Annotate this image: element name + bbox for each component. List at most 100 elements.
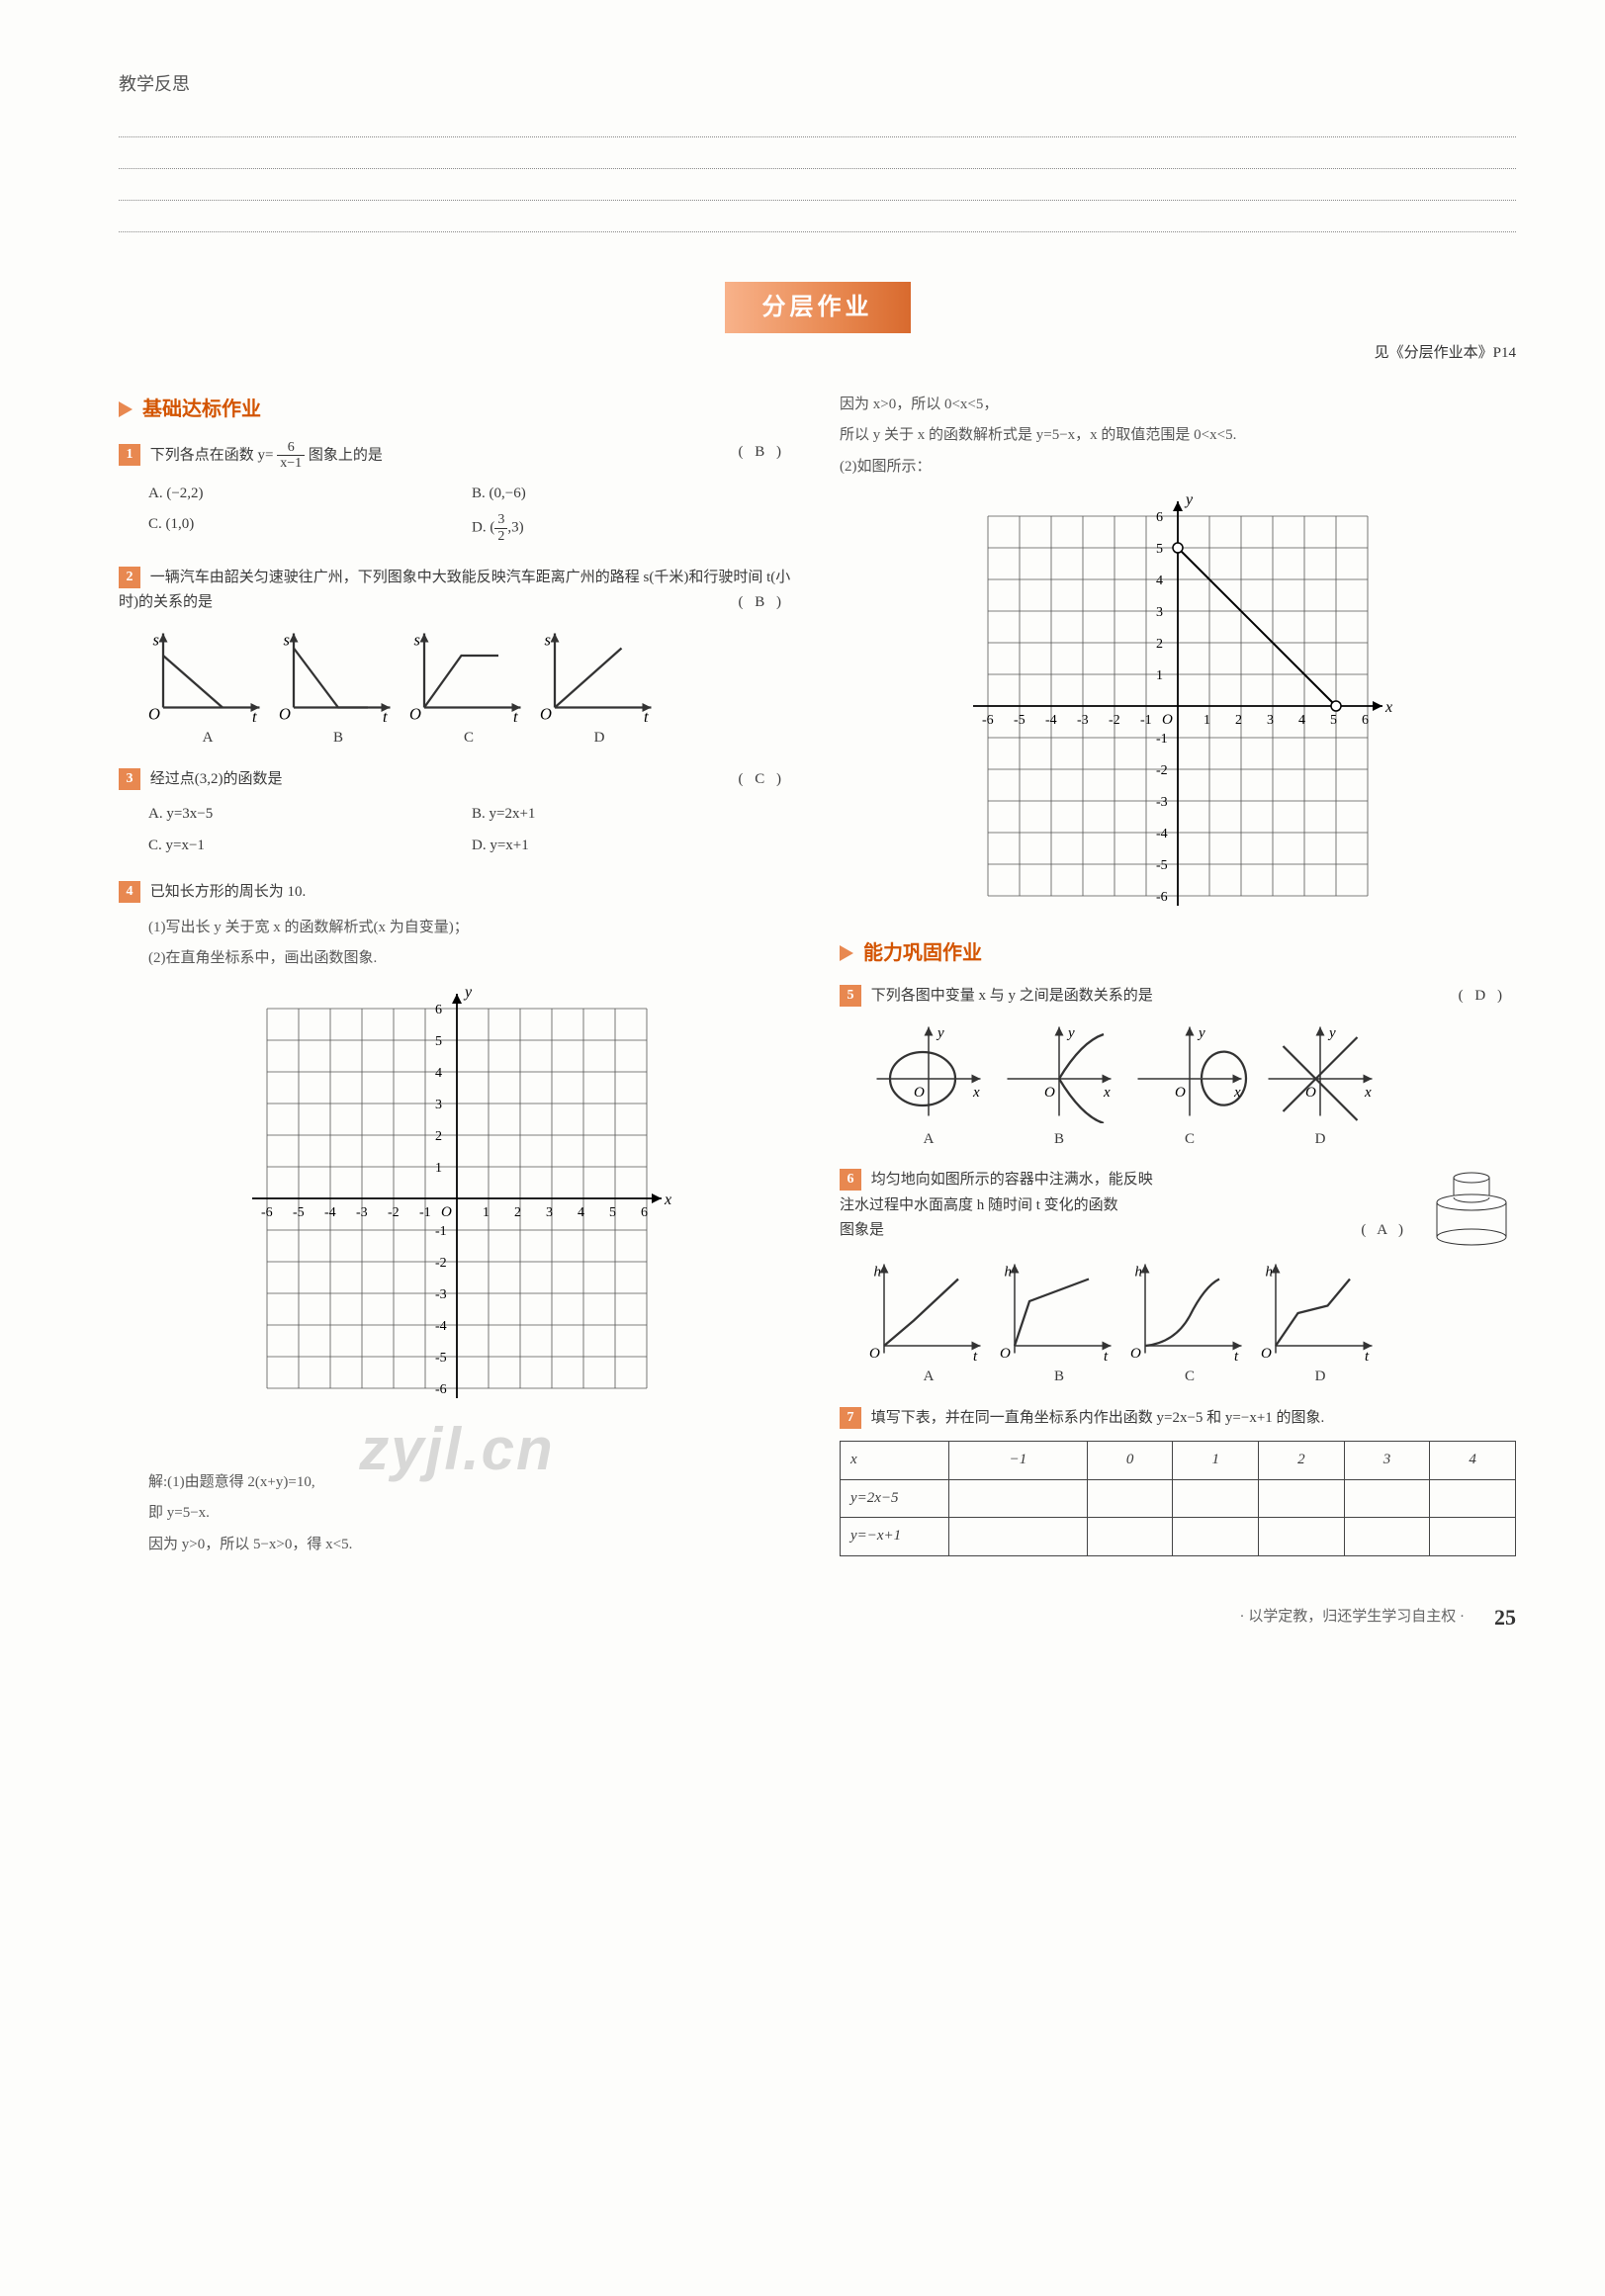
svg-text:x: x xyxy=(664,1192,671,1208)
svg-text:-2: -2 xyxy=(435,1256,447,1271)
q5-label-b: B xyxy=(1000,1127,1118,1153)
svg-text:t: t xyxy=(1104,1349,1109,1361)
q2-plot-b: stO xyxy=(279,626,398,723)
q5-text: 下列各图中变量 x 与 y 之间是函数关系的是 xyxy=(871,988,1153,1004)
svg-text:-3: -3 xyxy=(435,1287,447,1302)
svg-text:h: h xyxy=(1135,1265,1143,1280)
q5-plot-b: yxO xyxy=(1000,1019,1118,1123)
svg-text:x: x xyxy=(1364,1085,1372,1101)
svg-text:3: 3 xyxy=(435,1098,442,1112)
svg-text:2: 2 xyxy=(514,1205,521,1220)
q6-answer: ( A ) xyxy=(1361,1218,1407,1244)
q4-grid-plot: xy-6-6-5-5-4-4-3-3-2-2-1-1O112233445566 xyxy=(931,493,1425,919)
svg-text:y: y xyxy=(936,1025,944,1041)
q3-opt-b: B. y=2x+1 xyxy=(472,802,795,828)
q5-plots: y x O y x O y x O y x O xyxy=(840,1019,1516,1123)
svg-text:t: t xyxy=(252,707,257,722)
svg-text:-1: -1 xyxy=(435,1224,447,1239)
q2-label-d: D xyxy=(540,726,659,751)
svg-text:3: 3 xyxy=(546,1205,553,1220)
svg-text:-4: -4 xyxy=(435,1319,447,1334)
svg-text:y: y xyxy=(1197,1025,1205,1041)
svg-text:h: h xyxy=(1005,1265,1013,1280)
q2-answer: ( B ) xyxy=(739,590,786,616)
svg-text:O: O xyxy=(914,1085,925,1101)
svg-text:-6: -6 xyxy=(435,1382,447,1397)
q1-text-b: 图象上的是 xyxy=(309,447,383,463)
q5-plot-d: yxO xyxy=(1261,1019,1380,1123)
svg-text:O: O xyxy=(1175,1085,1186,1101)
svg-text:t: t xyxy=(1234,1349,1239,1361)
svg-text:s: s xyxy=(153,630,159,649)
q5-plot-c: y x O xyxy=(1130,1019,1249,1123)
svg-text:1: 1 xyxy=(1204,713,1210,728)
svg-text:6: 6 xyxy=(1156,510,1163,525)
tbl-r1: y=2x−5 xyxy=(841,1479,949,1518)
svg-text:1: 1 xyxy=(435,1161,442,1176)
reference-note: 见《分层作业本》P14 xyxy=(119,341,1516,367)
qnum-4: 4 xyxy=(119,881,140,903)
svg-text:s: s xyxy=(284,630,290,649)
write-line xyxy=(119,173,1516,201)
svg-text:O: O xyxy=(540,704,552,722)
question-7: 7 填写下表，并在同一直角坐标系内作出函数 y=2x−5 和 y=−x+1 的图… xyxy=(840,1406,1516,1432)
q4-sol1: 解:(1)由题意得 2(x+y)=10, xyxy=(119,1470,795,1496)
q6-plot-a: htO xyxy=(869,1257,988,1361)
svg-text:h: h xyxy=(1266,1265,1274,1280)
banner-label: 分层作业 xyxy=(725,282,911,334)
q3-text: 经过点(3,2)的函数是 xyxy=(150,771,283,787)
q1-answer: ( B ) xyxy=(739,440,786,466)
q2-plot-a: stO xyxy=(148,626,267,723)
svg-text:5: 5 xyxy=(1330,713,1337,728)
tbl-h5: 3 xyxy=(1344,1442,1430,1480)
section-title-text: 基础达标作业 xyxy=(142,393,261,426)
svg-text:y: y xyxy=(463,986,473,1001)
section2-title-text: 能力巩固作业 xyxy=(863,936,982,970)
svg-text:t: t xyxy=(513,707,518,722)
svg-text:-6: -6 xyxy=(1156,890,1168,905)
svg-text:x: x xyxy=(1103,1085,1111,1101)
arrow-icon xyxy=(119,401,133,417)
svg-text:y: y xyxy=(1066,1025,1075,1041)
qnum-6: 6 xyxy=(840,1169,861,1191)
svg-text:-1: -1 xyxy=(1156,732,1168,747)
q6-label-b: B xyxy=(1000,1365,1118,1390)
svg-text:O: O xyxy=(869,1346,880,1361)
q6-t3: 图象是 xyxy=(840,1222,884,1238)
svg-text:-2: -2 xyxy=(1109,713,1120,728)
write-line xyxy=(119,205,1516,232)
q6-t2: 注水过程中水面高度 h 随时间 t 变化的函数 xyxy=(840,1197,1118,1213)
svg-text:x: x xyxy=(1233,1085,1241,1101)
svg-text:6: 6 xyxy=(641,1205,648,1220)
svg-text:O: O xyxy=(1261,1346,1272,1361)
tbl-h3: 1 xyxy=(1173,1442,1259,1480)
svg-text:t: t xyxy=(1365,1349,1370,1361)
svg-text:4: 4 xyxy=(578,1205,584,1220)
q1-den: x−1 xyxy=(277,456,305,471)
svg-text:-4: -4 xyxy=(324,1205,336,1220)
svg-text:1: 1 xyxy=(1156,668,1163,683)
q7-text: 填写下表，并在同一直角坐标系内作出函数 y=2x−5 和 y=−x+1 的图象. xyxy=(871,1410,1325,1426)
q3-options: A. y=3x−5 B. y=2x+1 C. y=x−1 D. y=x+1 xyxy=(119,802,795,864)
svg-text:6: 6 xyxy=(435,1003,442,1017)
q1-num: 6 xyxy=(277,440,305,456)
tbl-h6: 4 xyxy=(1430,1442,1516,1480)
svg-text:4: 4 xyxy=(435,1066,442,1081)
qnum-3: 3 xyxy=(119,768,140,790)
q5-label-c: C xyxy=(1130,1127,1249,1153)
q4-p1: (1)写出长 y 关于宽 x 的函数解析式(x 为自变量)； xyxy=(119,916,795,941)
c2-l3: (2)如图所示： xyxy=(840,455,1516,481)
svg-text:3: 3 xyxy=(1267,713,1274,728)
q5-label-a: A xyxy=(869,1127,988,1153)
svg-text:-4: -4 xyxy=(1156,827,1168,841)
svg-text:O: O xyxy=(1305,1085,1316,1101)
q6-label-c: C xyxy=(1130,1365,1249,1390)
section-basic-title: 基础达标作业 xyxy=(119,393,795,426)
svg-text:-1: -1 xyxy=(1140,713,1152,728)
svg-text:2: 2 xyxy=(1235,713,1242,728)
q1-options: A. (−2,2) B. (0,−6) C. (1,0) D. (32,3) xyxy=(119,482,795,550)
svg-text:-2: -2 xyxy=(1156,763,1168,778)
q2-text: 一辆汽车由韶关匀速驶往广州，下列图象中大致能反映汽车距离广州的路程 s(千米)和… xyxy=(119,570,790,611)
arrow-icon xyxy=(840,945,853,961)
page-number: 25 xyxy=(1494,1599,1516,1635)
